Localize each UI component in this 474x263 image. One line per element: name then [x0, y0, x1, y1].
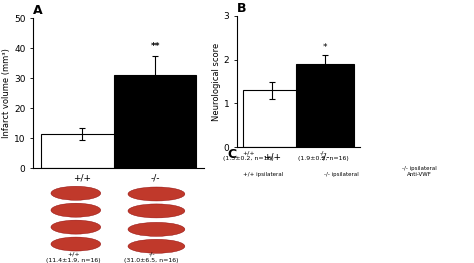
- Text: A: A: [33, 4, 43, 17]
- Ellipse shape: [128, 222, 185, 236]
- Text: *: *: [323, 43, 327, 52]
- Ellipse shape: [51, 220, 100, 234]
- Y-axis label: Infarct volume (mm³): Infarct volume (mm³): [2, 48, 11, 138]
- Ellipse shape: [128, 187, 185, 201]
- Text: -/- ipsilateral
Anti-VWF: -/- ipsilateral Anti-VWF: [402, 166, 437, 177]
- Ellipse shape: [128, 239, 185, 253]
- Text: +/+
(11.4±1.9, n=16): +/+ (11.4±1.9, n=16): [46, 252, 101, 263]
- Text: -/-
(1.9±0.2, n=16): -/- (1.9±0.2, n=16): [298, 151, 349, 161]
- Bar: [296, 64, 355, 147]
- Text: +/+ ipsilateral: +/+ ipsilateral: [243, 172, 283, 177]
- Bar: [243, 90, 301, 147]
- Ellipse shape: [128, 204, 185, 218]
- Text: -/- ipsilateral: -/- ipsilateral: [324, 172, 359, 177]
- Text: B: B: [237, 2, 246, 15]
- Ellipse shape: [51, 237, 100, 251]
- Y-axis label: Neurological score: Neurological score: [212, 42, 221, 121]
- Text: C: C: [228, 148, 237, 161]
- Bar: [114, 75, 196, 168]
- Text: **: **: [150, 42, 160, 51]
- Text: +/+
(1.3±0.2, n=16): +/+ (1.3±0.2, n=16): [223, 151, 274, 161]
- Ellipse shape: [51, 203, 100, 217]
- Ellipse shape: [51, 186, 100, 200]
- Text: -/-
(31.0±6.5, n=16): -/- (31.0±6.5, n=16): [125, 252, 179, 263]
- Bar: [41, 134, 123, 168]
